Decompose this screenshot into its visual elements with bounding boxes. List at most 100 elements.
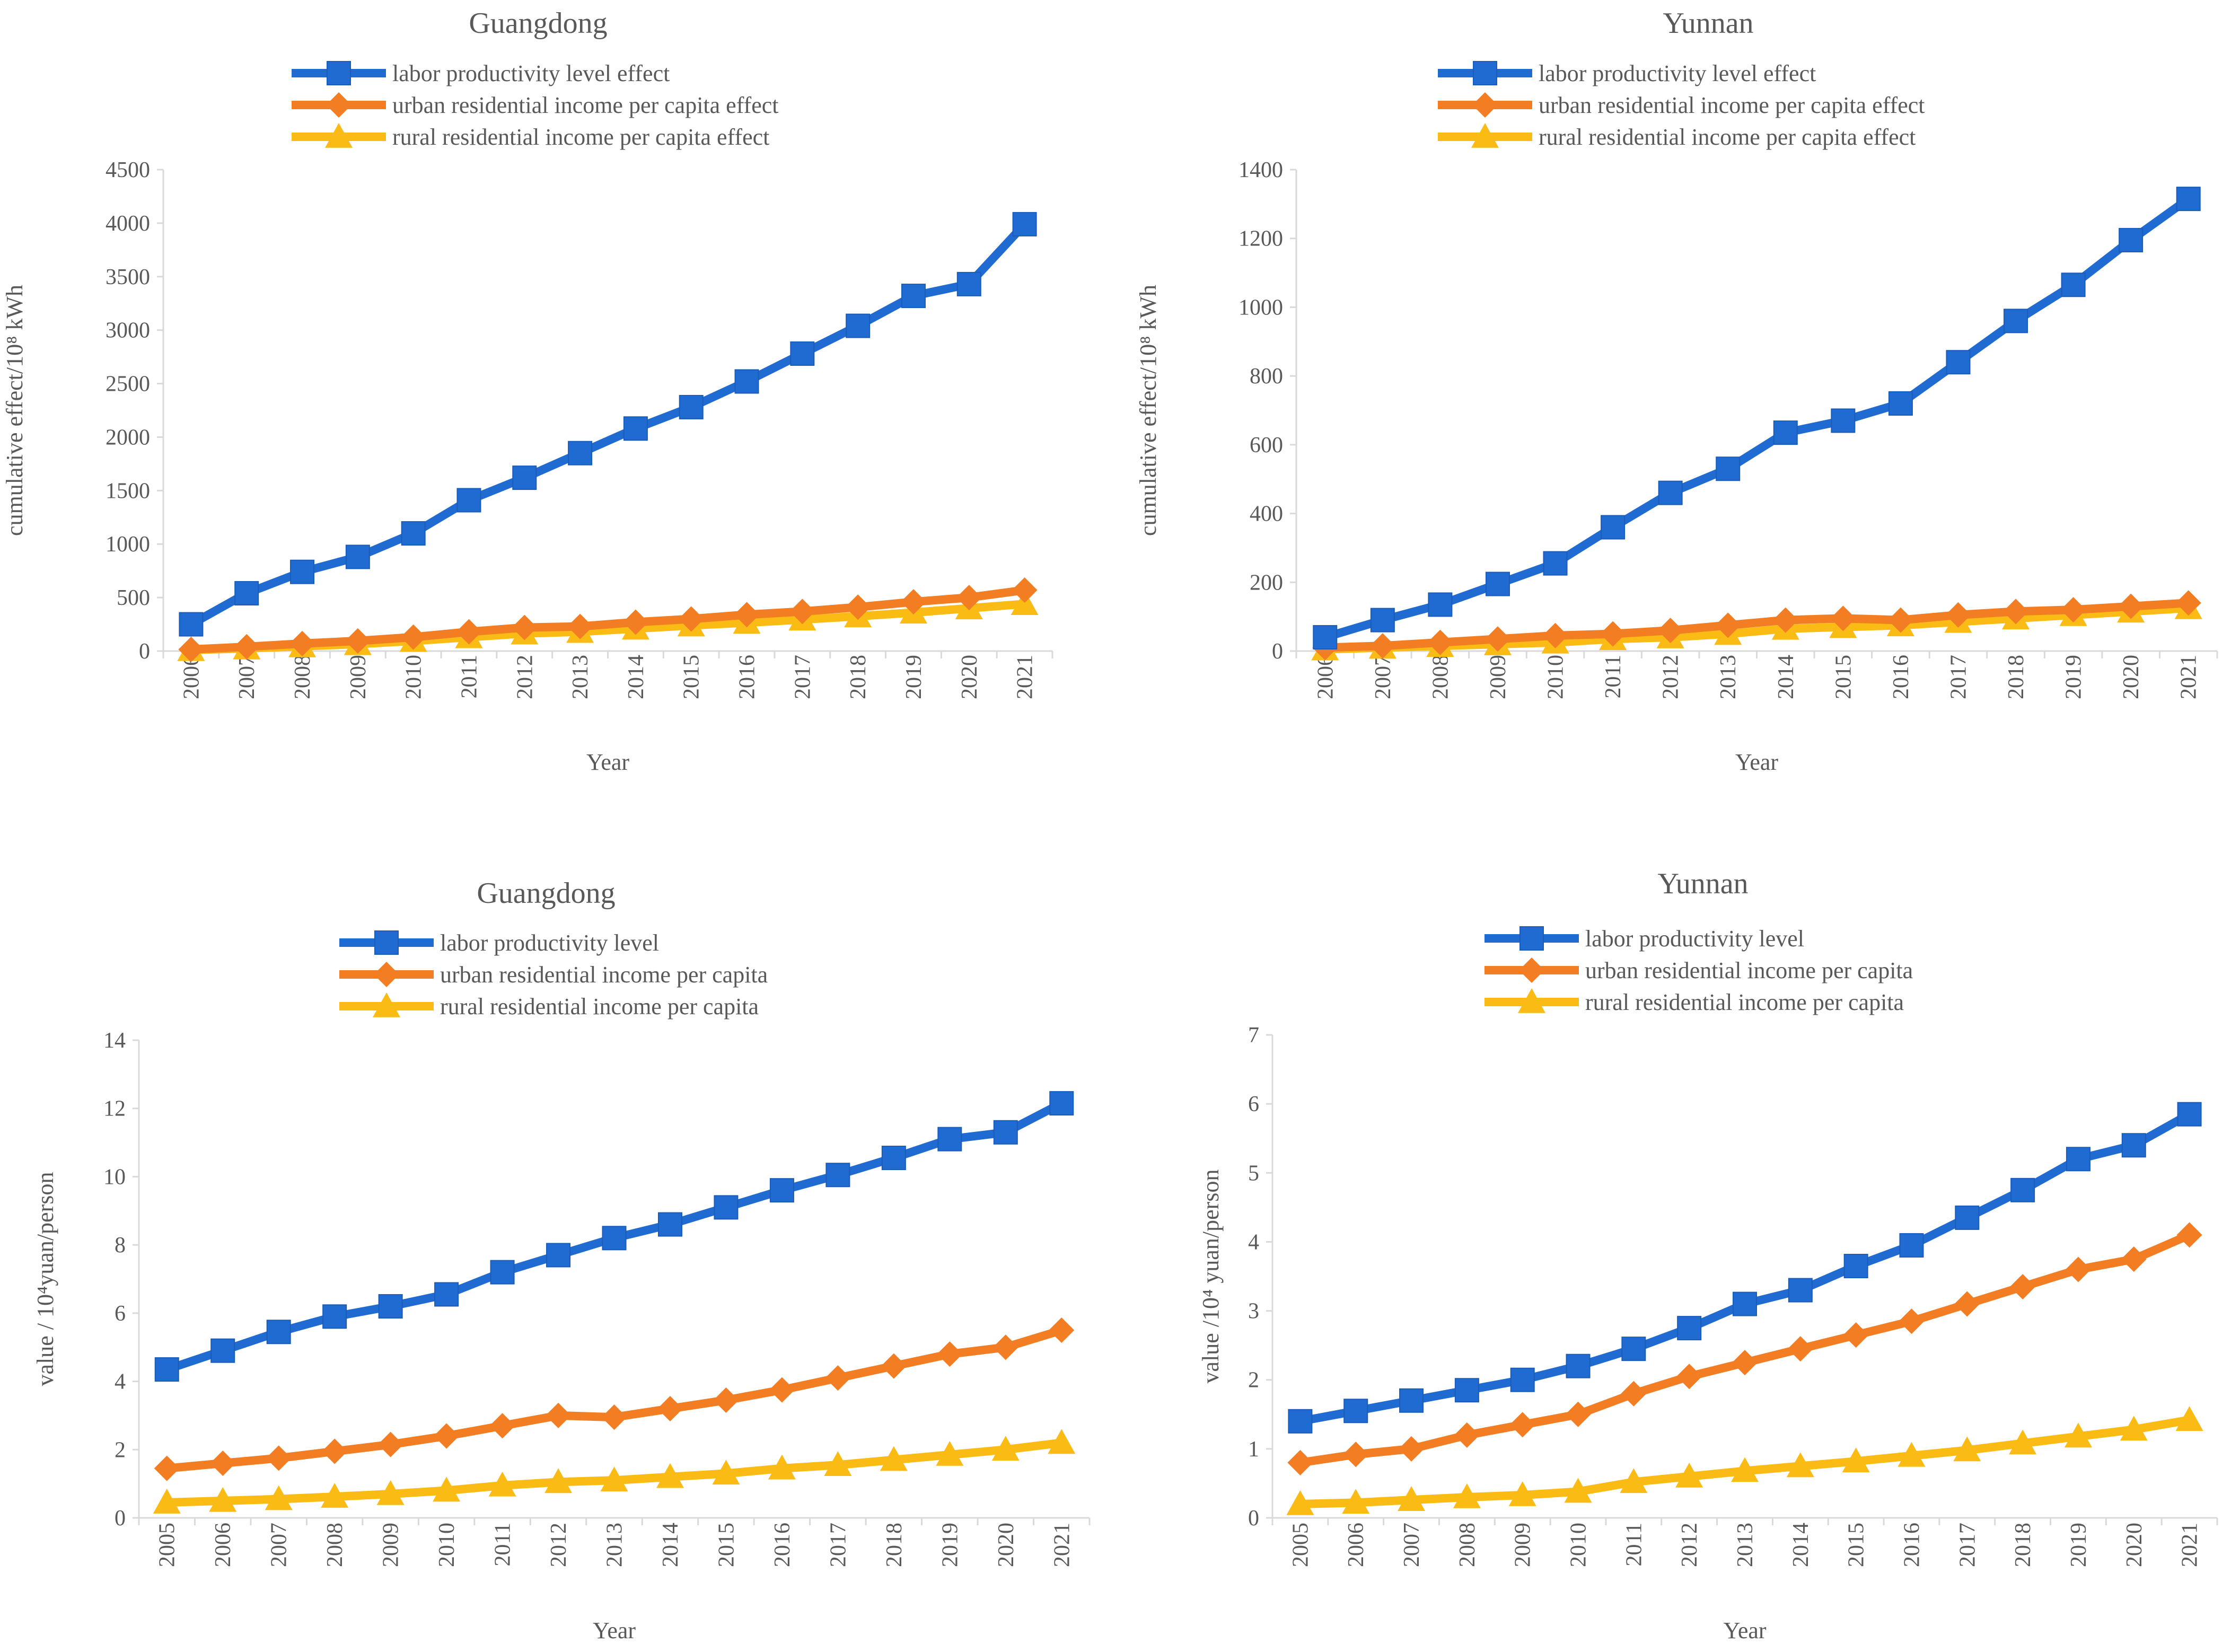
data-point-square xyxy=(2176,187,2201,212)
x-tick-label: 2019 xyxy=(902,655,926,699)
data-point-diamond xyxy=(956,585,982,611)
data-point-square xyxy=(456,488,481,513)
chart-title: Yunnan xyxy=(1657,867,1748,900)
x-tick-label: 2016 xyxy=(770,1523,795,1567)
legend-marker-diamond xyxy=(326,92,352,118)
x-tick-label: 2013 xyxy=(1733,1523,1758,1567)
y-axis-label: cumulative effect/10⁸ kWh xyxy=(2,285,28,536)
x-axis-label: Year xyxy=(593,1618,636,1644)
data-point-square xyxy=(154,1357,179,1382)
y-tick-label: 500 xyxy=(117,586,150,610)
data-point-triangle xyxy=(600,1466,628,1492)
data-point-square xyxy=(1601,515,1626,540)
y-tick-label: 4 xyxy=(115,1370,126,1394)
data-point-diamond xyxy=(657,1396,683,1422)
legend-label: urban residential income per capita xyxy=(1585,957,1913,983)
legend-marker-square xyxy=(327,61,351,85)
data-point-square xyxy=(1012,212,1037,236)
data-point-diamond xyxy=(1343,1442,1369,1468)
data-point-triangle xyxy=(321,1483,349,1508)
x-tick-label: 2007 xyxy=(267,1523,292,1567)
data-point-square xyxy=(734,369,759,394)
data-point-square xyxy=(512,465,537,490)
x-tick-label: 2019 xyxy=(938,1523,962,1567)
x-tick-label: 2008 xyxy=(1428,655,1453,699)
data-point-triangle xyxy=(2064,1422,2092,1448)
y-tick-label: 1000 xyxy=(106,532,150,557)
data-point-square xyxy=(401,521,426,546)
data-point-triangle xyxy=(1453,1483,1481,1508)
data-point-triangle xyxy=(880,1446,908,1471)
data-point-triangle xyxy=(265,1485,293,1510)
data-point-square xyxy=(1955,1205,1980,1230)
x-tick-label: 2008 xyxy=(323,1523,347,1567)
data-point-diamond xyxy=(845,594,871,620)
y-tick-label: 0 xyxy=(139,639,150,664)
data-point-triangle xyxy=(1842,1447,1870,1473)
data-point-square xyxy=(1543,551,1568,576)
data-point-diamond xyxy=(377,1431,403,1457)
data-point-triangle xyxy=(544,1468,573,1493)
data-point-diamond xyxy=(1676,1364,1702,1390)
data-point-diamond xyxy=(1049,1317,1075,1343)
data-point-triangle xyxy=(712,1460,740,1485)
y-tick-label: 4500 xyxy=(106,158,150,182)
data-point-square xyxy=(2121,1133,2146,1158)
data-point-square xyxy=(179,612,204,637)
data-point-square xyxy=(1733,1291,1757,1316)
series-line-2 xyxy=(1325,599,2189,652)
data-point-square xyxy=(2177,1102,2202,1127)
y-tick-label: 2500 xyxy=(106,372,150,397)
data-point-diamond xyxy=(1830,605,1856,631)
data-point-square xyxy=(1049,1091,1074,1116)
data-point-triangle xyxy=(1731,1457,1759,1482)
data-point-diamond xyxy=(1899,1308,1925,1334)
data-point-square xyxy=(345,544,370,569)
data-point-square xyxy=(1313,625,1338,650)
x-tick-label: 2021 xyxy=(2177,655,2201,699)
data-point-triangle xyxy=(1786,1452,1814,1478)
data-point-square xyxy=(1843,1253,1868,1278)
data-point-triangle xyxy=(376,1480,405,1505)
x-tick-label: 2017 xyxy=(826,1523,850,1567)
data-point-triangle xyxy=(1953,1436,1981,1462)
data-point-square xyxy=(956,271,981,296)
y-tick-label: 400 xyxy=(1250,502,1283,526)
data-point-triangle xyxy=(1564,1478,1592,1503)
data-point-square xyxy=(1831,408,1856,433)
legend-label: rural residential income per capita effe… xyxy=(392,124,769,150)
x-tick-label: 2006 xyxy=(179,655,204,699)
legend-label: urban residential income per capita effe… xyxy=(392,92,779,118)
data-point-diamond xyxy=(400,624,426,650)
y-tick-label: 200 xyxy=(1250,570,1283,595)
y-tick-label: 5 xyxy=(1248,1161,1259,1185)
data-point-diamond xyxy=(1954,1291,1980,1317)
data-point-triangle xyxy=(1048,1429,1076,1454)
data-point-diamond xyxy=(2121,1246,2147,1272)
data-point-diamond xyxy=(154,1455,180,1481)
data-point-diamond xyxy=(489,1413,515,1439)
data-point-square xyxy=(1566,1354,1591,1378)
data-point-square xyxy=(1716,456,1741,481)
data-point-square xyxy=(901,284,926,309)
x-tick-label: 2016 xyxy=(1900,1523,1924,1567)
data-point-diamond xyxy=(678,606,704,632)
y-tick-label: 3500 xyxy=(106,265,150,289)
data-point-square xyxy=(234,581,259,606)
y-tick-label: 8 xyxy=(115,1233,126,1258)
data-point-diamond xyxy=(546,1402,572,1428)
data-point-square xyxy=(1370,608,1395,632)
data-point-diamond xyxy=(1843,1322,1869,1348)
chart-1: Guangdong labor productivity level effect… xyxy=(2,7,1053,775)
data-point-triangle xyxy=(433,1477,461,1502)
x-tick-label: 2013 xyxy=(568,655,593,699)
data-point-diamond xyxy=(1621,1381,1647,1407)
data-point-square xyxy=(490,1260,515,1285)
data-point-square xyxy=(769,1178,794,1203)
data-point-triangle xyxy=(1286,1490,1314,1515)
data-point-square xyxy=(1677,1316,1702,1341)
x-tick-label: 2012 xyxy=(1659,655,1683,699)
data-point-square xyxy=(1510,1367,1535,1392)
legend-marker-triangle xyxy=(1518,988,1545,1013)
legend-marker-triangle xyxy=(1471,123,1499,148)
